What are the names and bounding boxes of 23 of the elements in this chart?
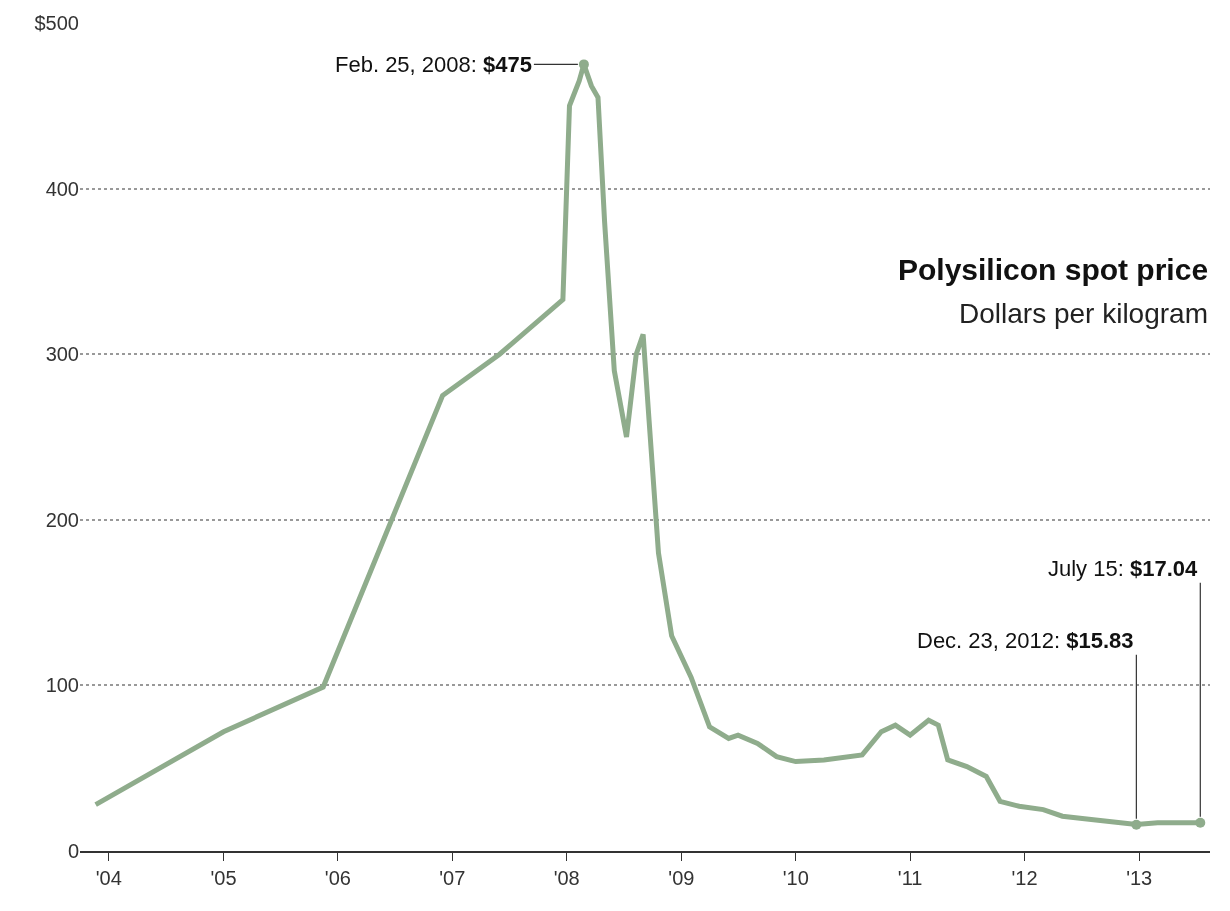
x-tick-label: '10 [782, 866, 809, 889]
y-tick-label: 200 [45, 508, 79, 531]
x-tick-label: '12 [1011, 866, 1038, 889]
x-tick-label: '04 [95, 866, 122, 889]
y-tick-label: 300 [45, 343, 79, 366]
annotation: July 15: $17.04 [1048, 556, 1198, 581]
y-tick-label: 0 [67, 840, 79, 862]
y-tick-label: $500 [34, 12, 79, 34]
text: Dollars per kilogram [959, 298, 1208, 329]
annotation: Dec. 23, 2012: $15.83 [917, 628, 1134, 653]
y-tick-label: 100 [45, 674, 79, 697]
x-tick-label: '06 [324, 866, 351, 889]
x-tick-label: '09 [668, 866, 695, 889]
point [1131, 819, 1142, 830]
y-tick-label: 400 [45, 177, 79, 200]
point [1195, 817, 1206, 828]
x-tick-label: '11 [897, 866, 923, 889]
x-tick-label: '08 [553, 866, 580, 889]
text: Polysilicon spot price [898, 253, 1209, 286]
annotation: Feb. 25, 2008: $475 [335, 52, 532, 77]
x-tick-label: '07 [439, 866, 466, 889]
x-tick-label: '13 [1126, 866, 1153, 889]
x-tick-label: '05 [210, 866, 237, 889]
